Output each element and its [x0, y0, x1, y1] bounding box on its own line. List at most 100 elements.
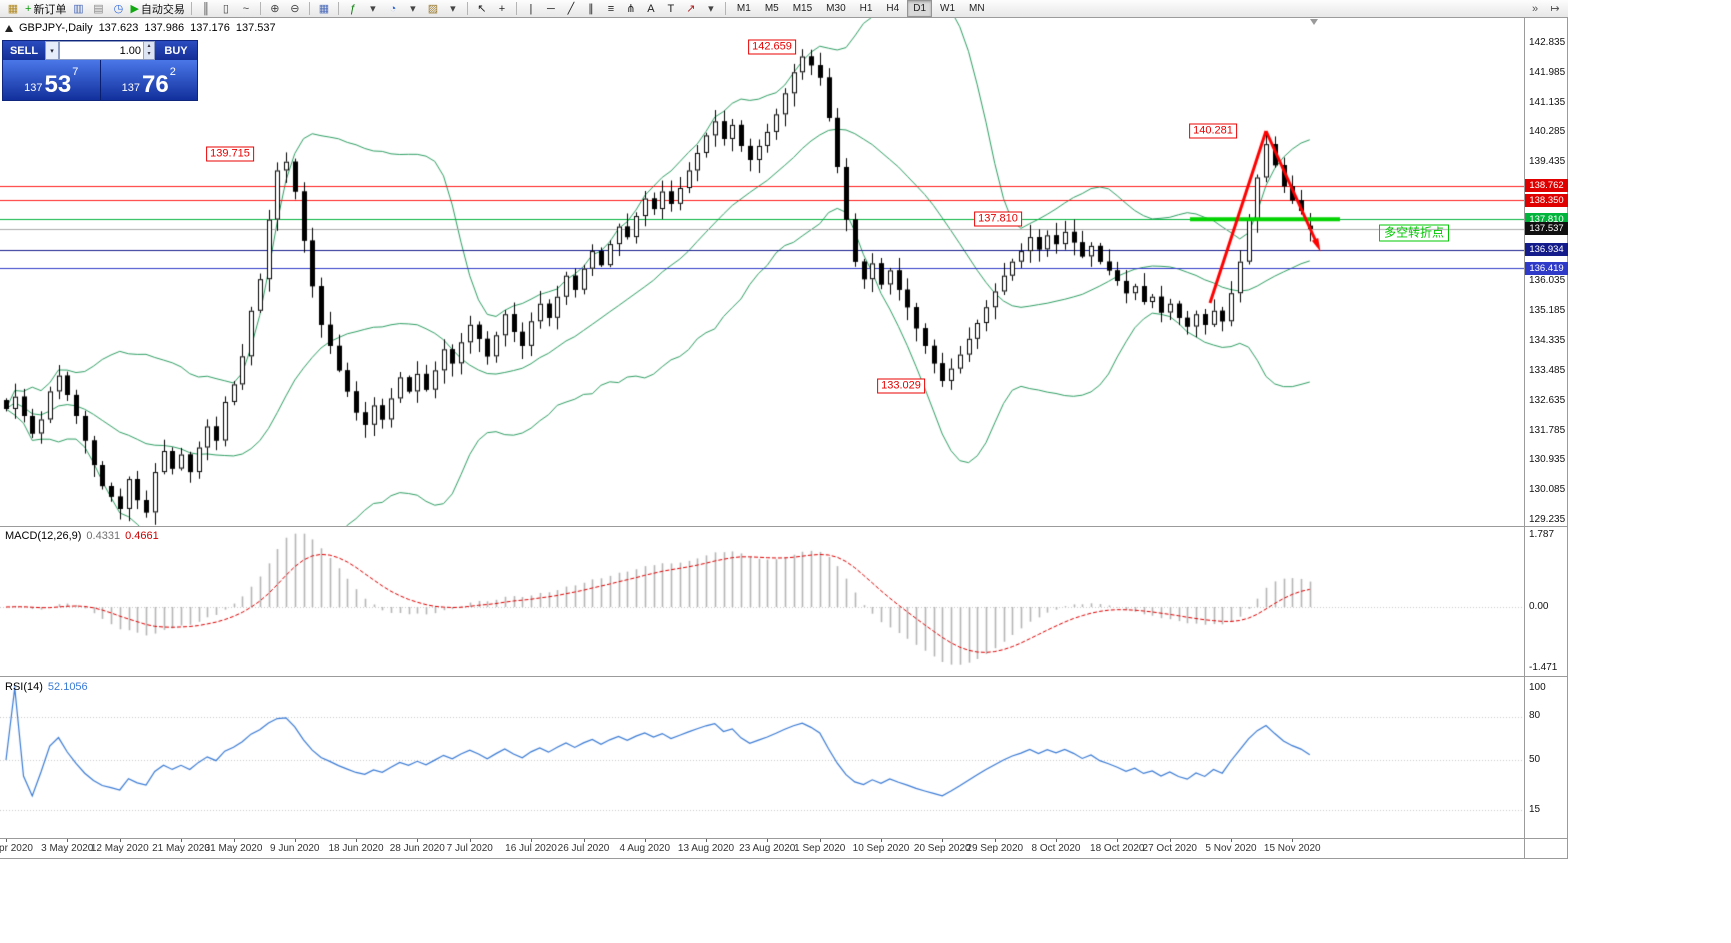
date-axis-tick	[6, 839, 7, 842]
periods-dropdown-icon[interactable]: ▾	[403, 1, 423, 17]
date-axis-tick	[181, 839, 182, 842]
timeframe-d1-button[interactable]: D1	[907, 0, 933, 17]
zoom-in-icon[interactable]: ⊕	[265, 1, 285, 17]
volume-input[interactable]	[60, 42, 143, 59]
open-value: 137.623	[98, 22, 139, 34]
templates-icon[interactable]: ▨	[423, 1, 443, 17]
crosshair-icon: +	[498, 2, 506, 15]
chart-shift-marker[interactable]	[1310, 19, 1318, 25]
price-axis-label: 134.335	[1529, 335, 1566, 347]
cursor-icon[interactable]: ↖	[472, 1, 492, 17]
price-axis-label: 141.985	[1529, 66, 1566, 78]
window-bottom-border	[0, 858, 1568, 859]
ask-point: 2	[169, 66, 176, 78]
line-chart-icon[interactable]: ~	[236, 1, 256, 17]
macd-canvas[interactable]	[0, 527, 1524, 677]
rsi-label: RSI(14) 52.1056	[5, 681, 88, 693]
window-right-border	[1567, 0, 1568, 859]
timeframe-mn-button[interactable]: MN	[969, 3, 985, 14]
date-axis-tick	[644, 839, 646, 842]
data-window-icon: ▤	[93, 2, 104, 15]
top-toolbar: ▦ + 新订单 ▥ ▤ ◷ ▶ 自动交易 ║ ▯ ~ ⊕ ⊖ ▦ ƒ ▾ ◔ ▾ ▨ ▾ ↖ + | ─ ╱ ∥ ≡ ⋔ A T ↗ ▾ M1 M…	[0, 0, 1568, 18]
date-axis-tick	[119, 839, 121, 842]
vertical-line-icon[interactable]: |	[521, 1, 541, 17]
chart-scroll-end-icon[interactable]: »	[1525, 1, 1545, 17]
symbol-marker-icon	[5, 24, 13, 32]
price-annotation: 140.281	[1189, 123, 1237, 139]
new-chart-icon[interactable]: ▦	[3, 1, 23, 17]
label-icon[interactable]: T	[661, 1, 681, 17]
date-axis-label: 4 Aug 2020	[619, 843, 671, 854]
date-axis-tick	[1056, 839, 1057, 842]
low-value: 137.176	[190, 22, 230, 34]
sell-price-button[interactable]: 137 53 7	[3, 60, 100, 100]
templates-dropdown-icon: ▾	[450, 2, 456, 15]
templates-dropdown-icon[interactable]: ▾	[443, 1, 463, 17]
timeframe-m1-button[interactable]: M1	[736, 3, 751, 14]
timeframe-w1-button[interactable]: W1	[940, 3, 956, 14]
date-axis-label: 28 Jun 2020	[389, 843, 445, 854]
timeframe-m5-button[interactable]: M5	[764, 3, 779, 14]
fibonacci-icon[interactable]: ≡	[601, 1, 621, 17]
date-axis-label: 1 Sep 2020	[794, 843, 846, 854]
strategy-tester-icon[interactable]: ◷	[108, 1, 128, 17]
new-order-icon: +	[25, 2, 32, 15]
rsi-canvas[interactable]	[0, 677, 1524, 838]
periods-icon: ◔	[389, 2, 397, 15]
periods-icon[interactable]: ◔	[383, 1, 403, 17]
text-icon[interactable]: A	[641, 1, 661, 17]
autotrade-button[interactable]: ▶ 自动交易	[128, 1, 186, 17]
channel-icon[interactable]: ∥	[581, 1, 601, 17]
timeframe-m15-button[interactable]: M15	[792, 3, 813, 14]
macd-signal-value: 0.4661	[125, 530, 159, 542]
price-axis-label: 142.835	[1529, 37, 1566, 48]
trade-panel-prices: 137 53 7 137 76 2	[3, 60, 197, 100]
toolbar-separator	[190, 2, 192, 15]
price-axis-separator[interactable]	[1524, 18, 1525, 858]
order-type-dropdown[interactable]: ▾	[45, 41, 59, 60]
stepper-up-icon: ▴	[143, 42, 154, 51]
bars-chart-icon[interactable]: ║	[196, 1, 216, 17]
macd-scale-label: 0.00	[1529, 601, 1549, 612]
label-icon: T	[667, 2, 675, 15]
data-window-icon[interactable]: ▤	[88, 1, 108, 17]
date-axis-label: 18 Jun 2020	[328, 843, 384, 854]
chart-shift-toggle-icon[interactable]: ↦	[1545, 1, 1565, 17]
tile-windows-icon[interactable]: ▦	[314, 1, 334, 17]
date-axis-label: 18 Oct 2020	[1090, 843, 1145, 854]
indicators-icon[interactable]: ƒ	[343, 1, 363, 17]
date-axis-tick	[1292, 839, 1294, 842]
macd-panel-separator[interactable]	[0, 526, 1568, 527]
sell-button[interactable]: SELL	[3, 41, 45, 60]
timeframe-m30-button[interactable]: M30	[826, 3, 846, 14]
pitchfork-icon[interactable]: ⋔	[621, 1, 641, 17]
buy-button[interactable]: BUY	[155, 41, 197, 60]
volume-stepper[interactable]: ▴ ▾	[143, 42, 154, 59]
date-axis-tick	[469, 839, 471, 842]
chart-profiles-icon[interactable]: ▥	[68, 1, 88, 17]
timeframe-h1-button[interactable]: H1	[859, 3, 873, 14]
date-axis-tick	[1169, 839, 1171, 842]
zoom-out-icon: ⊖	[290, 2, 300, 15]
indicators-dropdown-icon[interactable]: ▾	[363, 1, 383, 17]
rsi-panel-separator[interactable]	[0, 676, 1568, 677]
trendline-icon[interactable]: ╱	[561, 1, 581, 17]
new-order-button-label: 新订单	[33, 3, 67, 16]
candles-chart-icon[interactable]: ▯	[216, 1, 236, 17]
arrows-icon[interactable]: ↗	[681, 1, 701, 17]
buy-price-button[interactable]: 137 76 2	[99, 60, 198, 100]
date-axis-label: 21 May 2020	[152, 843, 210, 854]
price-axis-label: 131.785	[1529, 424, 1566, 436]
objects-dropdown-icon[interactable]: ▾	[701, 1, 721, 17]
timeframe-h4-button[interactable]: H4	[886, 3, 900, 14]
stepper-down-icon: ▾	[143, 50, 154, 59]
new-order-button[interactable]: + 新订单	[23, 1, 68, 17]
crosshair-icon[interactable]: +	[492, 1, 512, 17]
horizontal-line-icon[interactable]: ─	[541, 1, 561, 17]
main-chart-canvas[interactable]	[0, 18, 1524, 527]
price-axis-label: 139.435	[1529, 156, 1566, 168]
zoom-out-icon[interactable]: ⊖	[285, 1, 305, 17]
date-axis-tick	[356, 839, 357, 842]
date-axis-tick	[881, 839, 882, 842]
